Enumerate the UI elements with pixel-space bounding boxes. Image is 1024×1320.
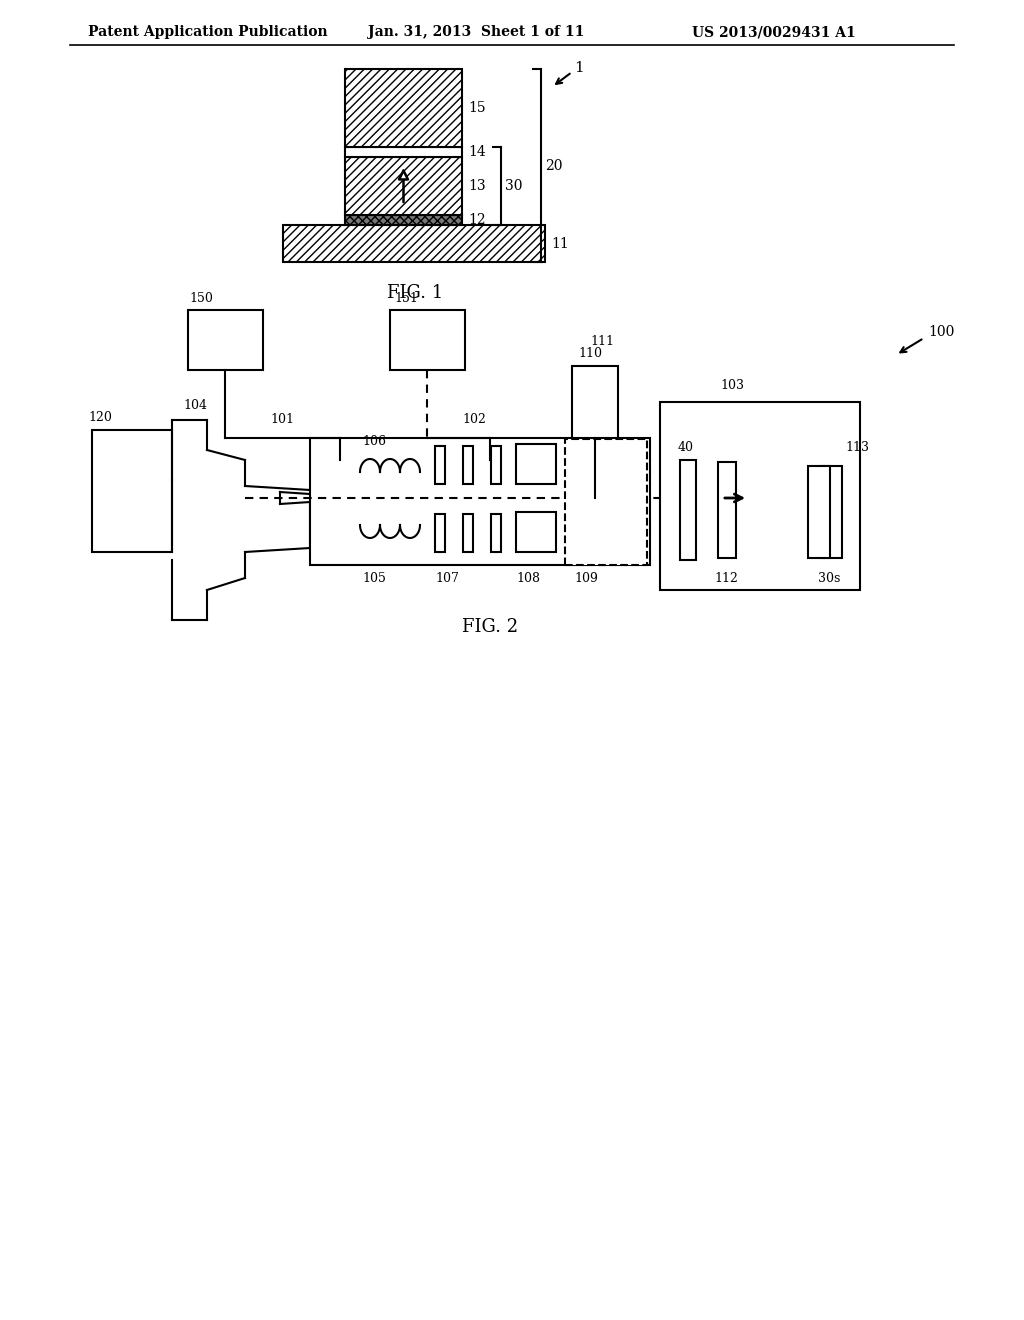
Bar [345,157,462,215]
Bar [345,69,462,147]
Bar [565,440,647,565]
Text: 113: 113 [845,441,869,454]
Text: 101: 101 [270,413,294,426]
Text: 105: 105 [362,572,386,585]
Bar [310,438,650,565]
Text: 104: 104 [183,399,207,412]
Text: 30: 30 [505,180,522,193]
Text: 30s: 30s [818,572,841,585]
Bar [435,513,445,552]
Text: 151: 151 [394,292,418,305]
Bar [680,459,696,560]
Bar [463,513,473,552]
Text: FIG. 1: FIG. 1 [387,284,443,302]
Text: 14: 14 [468,145,485,158]
Bar [820,466,842,558]
Bar [516,512,556,552]
Text: 12: 12 [468,213,485,227]
Text: 20: 20 [545,158,562,173]
Text: 40: 40 [678,441,694,454]
Bar [463,446,473,484]
Text: 103: 103 [720,379,744,392]
Text: 110: 110 [578,347,602,360]
Bar [808,466,830,558]
Bar [490,446,501,484]
Text: 109: 109 [574,572,598,585]
Bar [188,310,263,370]
Text: 106: 106 [362,436,386,447]
Text: Jan. 31, 2013  Sheet 1 of 11: Jan. 31, 2013 Sheet 1 of 11 [368,25,585,40]
Bar [718,462,736,558]
Text: 100: 100 [928,325,954,339]
Bar [435,446,445,484]
Text: US 2013/0029431 A1: US 2013/0029431 A1 [692,25,856,40]
Bar [92,430,172,552]
Text: 11: 11 [551,236,568,251]
Text: Patent Application Publication: Patent Application Publication [88,25,328,40]
Text: FIG. 2: FIG. 2 [462,618,518,636]
Text: 102: 102 [462,413,485,426]
Bar [572,366,618,438]
Text: 120: 120 [88,411,112,424]
Text: 111: 111 [590,335,614,348]
Text: 15: 15 [468,102,485,115]
Bar [490,513,501,552]
Text: 1: 1 [574,61,584,75]
Bar [390,310,465,370]
Text: 107: 107 [435,572,459,585]
Text: 150: 150 [189,292,213,305]
Bar [660,403,860,590]
Bar [516,444,556,484]
Bar [345,215,462,224]
Text: 108: 108 [516,572,540,585]
Text: 112: 112 [714,572,738,585]
Bar [345,147,462,157]
Bar [283,224,545,261]
Text: 13: 13 [468,180,485,193]
